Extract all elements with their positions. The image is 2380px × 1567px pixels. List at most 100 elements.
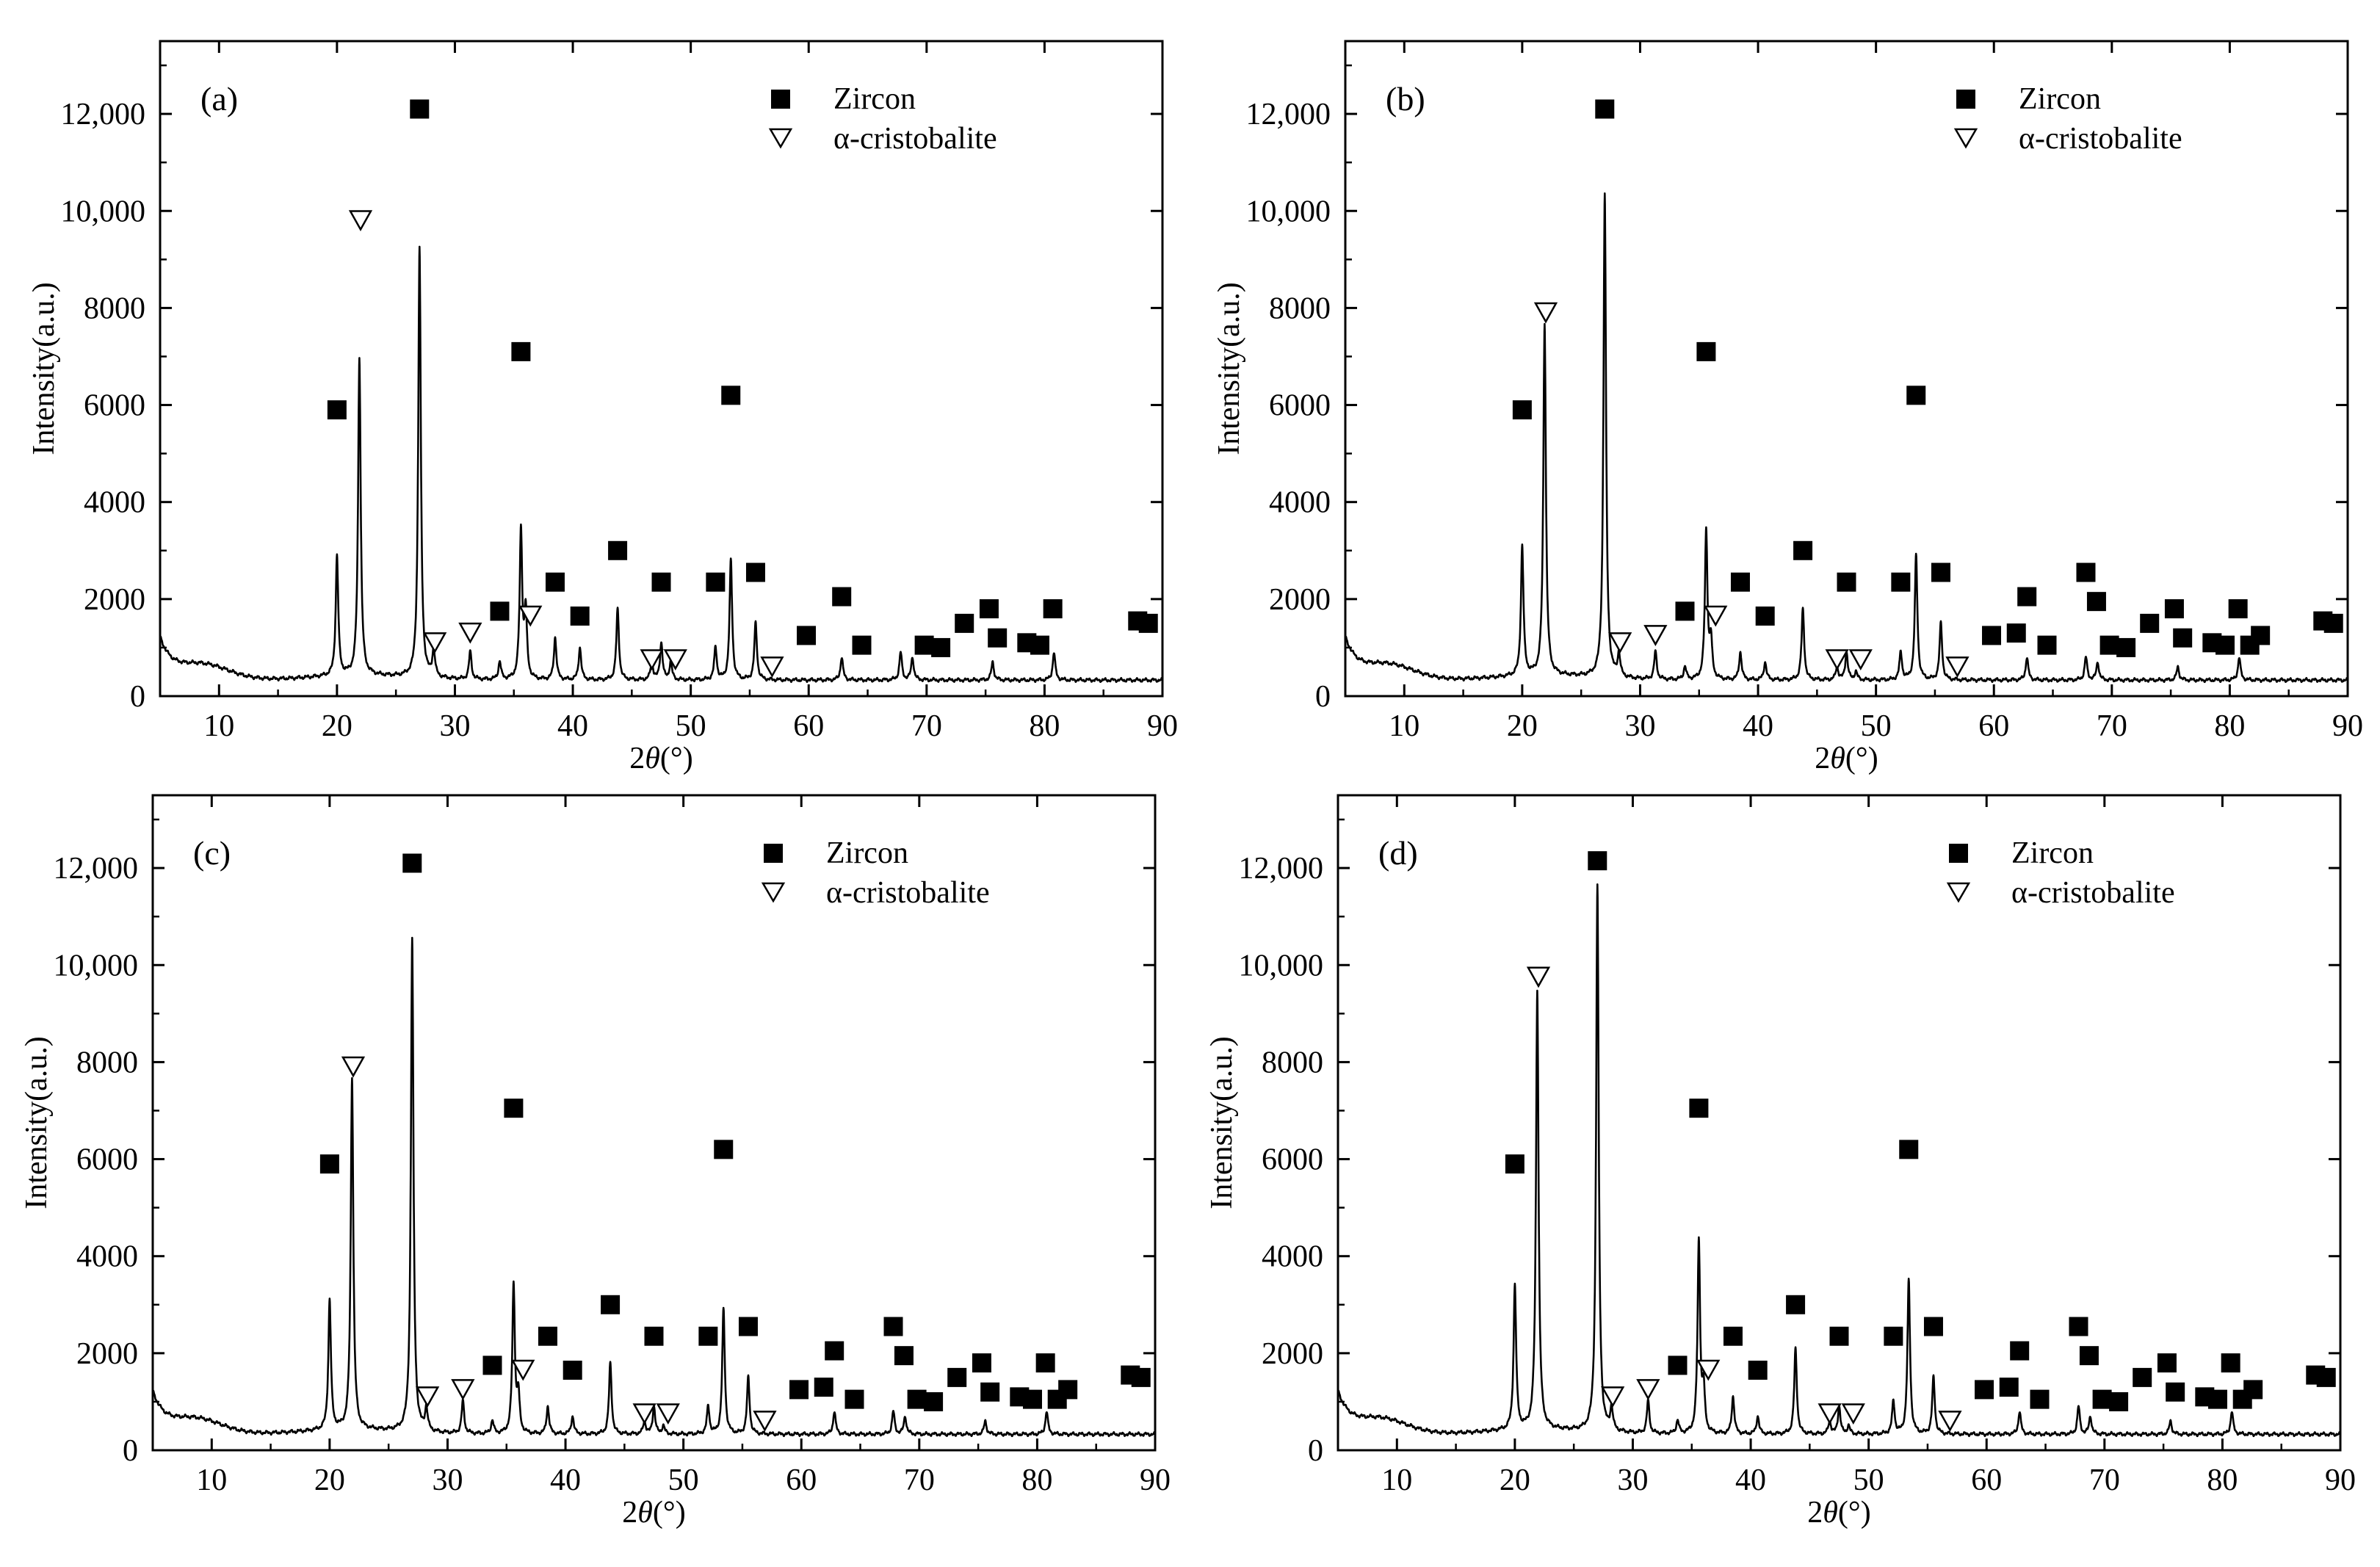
cristobalite-marker	[1938, 1411, 1962, 1432]
xrd-pattern-line	[152, 936, 1157, 1438]
x-axis-label-prefix: 2	[622, 1496, 637, 1530]
zircon-marker	[721, 386, 741, 405]
x-axis-label-theta: θ	[645, 742, 660, 775]
y-tick-label: 10,000	[61, 195, 146, 228]
y-tick-label: 4000	[76, 1240, 138, 1274]
zircon-marker	[1931, 562, 1950, 582]
x-tick-label: 90	[2332, 709, 2363, 743]
zircon-marker	[1999, 1378, 2019, 1397]
zircon-marker	[1975, 1380, 1994, 1400]
zircon-marker	[570, 606, 590, 626]
zircon-marker	[825, 1341, 844, 1361]
x-axis-label: 2θ(°)	[622, 1496, 685, 1530]
zircon-marker	[814, 1378, 833, 1397]
zircon-marker	[2164, 599, 2184, 619]
zircon-marker	[2207, 1389, 2227, 1409]
x-tick-label: 50	[668, 1463, 699, 1497]
y-tick-label: 4000	[1269, 486, 1331, 520]
zircon-marker	[706, 572, 726, 592]
cristobalite-marker	[640, 649, 664, 671]
cristobalite-marker	[451, 1379, 475, 1400]
x-tick-label: 30	[432, 1463, 463, 1497]
zircon-marker	[2173, 628, 2193, 648]
zircon-marker	[894, 1346, 914, 1366]
zircon-marker	[914, 635, 934, 655]
y-axis-label: Intensity(a.u.)	[20, 1036, 54, 1209]
xrd-panel: 10 20 30 40 50 60 70 80 90 0 2000 4000 6000 8000 10,00…	[1205, 794, 2356, 1530]
zircon-marker	[2010, 1341, 2030, 1361]
zircon-marker	[844, 1389, 864, 1409]
cristobalite-marker	[1945, 656, 1970, 678]
cristobalite-marker	[348, 210, 373, 232]
x-tick-label: 80	[1029, 709, 1060, 743]
zircon-marker	[1043, 599, 1063, 619]
zircon-marker	[924, 1392, 944, 1411]
zircon-marker	[504, 1099, 524, 1118]
plot-frame	[151, 794, 1157, 1452]
zircon-marker	[1668, 1356, 1688, 1375]
zircon-marker	[2030, 1389, 2050, 1409]
cristobalite-marker	[1704, 605, 1728, 627]
y-tick-label: 6000	[76, 1143, 138, 1177]
y-tick-label: 12,000	[1239, 852, 1324, 886]
zircon-marker	[545, 572, 565, 592]
zircon-marker	[2017, 587, 2037, 607]
legend-zircon-marker	[771, 90, 790, 109]
zircon-marker	[1891, 572, 1911, 592]
legend-zircon-label: Zircon	[2019, 82, 2101, 116]
zircon-marker	[955, 613, 974, 633]
x-tick-label: 20	[322, 709, 352, 743]
y-axis-label: Intensity(a.u.)	[1212, 282, 1246, 455]
x-axis-label-prefix: 2	[1807, 1496, 1823, 1530]
y-tick-label: 12,000	[61, 98, 146, 131]
zircon-marker	[1923, 1317, 1943, 1336]
x-tick-label: 70	[2097, 709, 2127, 743]
x-tick-label: 40	[550, 1463, 581, 1497]
x-tick-label: 30	[1624, 709, 1655, 743]
cristobalite-marker	[1825, 649, 1849, 671]
x-tick-label: 10	[1389, 709, 1419, 743]
x-tick-label: 30	[439, 709, 470, 743]
y-axis-label: Intensity(a.u.)	[27, 282, 61, 455]
x-axis-label-suffix: (°)	[660, 742, 693, 775]
x-tick-label: 50	[1853, 1463, 1884, 1497]
xrd-pattern-line	[159, 245, 1164, 684]
x-tick-label: 40	[557, 709, 588, 743]
x-tick-label: 10	[1381, 1463, 1412, 1497]
y-tick-label: 8000	[1262, 1046, 1323, 1079]
plot-frame	[159, 40, 1164, 698]
zircon-marker	[1138, 613, 1158, 633]
xrd-panel: 10 20 30 40 50 60 70 80 90 0 2000 4000 6000 8000 10,00…	[20, 794, 1171, 1530]
zircon-marker	[1058, 1380, 1078, 1400]
y-tick-label: 0	[130, 680, 145, 714]
zircon-marker	[482, 1356, 502, 1375]
cristobalite-marker	[663, 649, 687, 671]
x-tick-label: 60	[1971, 1463, 2002, 1497]
x-tick-label: 20	[314, 1463, 345, 1497]
zircon-marker	[1755, 606, 1775, 626]
zircon-marker	[852, 635, 872, 655]
legend-cristobalite-marker	[1946, 882, 1971, 903]
cristobalite-marker	[1696, 1359, 1721, 1381]
zircon-marker	[738, 1317, 758, 1336]
zircon-marker	[511, 341, 531, 361]
zircon-marker	[988, 628, 1008, 648]
zircon-marker	[2079, 1346, 2099, 1366]
zircon-marker	[2116, 637, 2136, 657]
y-tick-label: 0	[1315, 680, 1331, 714]
zircon-marker	[947, 1367, 967, 1387]
x-tick-label: 70	[911, 709, 942, 743]
x-tick-label: 40	[1735, 1463, 1766, 1497]
y-tick-label: 8000	[76, 1046, 138, 1079]
zircon-marker	[1748, 1360, 1768, 1380]
zircon-marker	[2166, 1382, 2185, 1402]
x-tick-label: 70	[904, 1463, 935, 1497]
xrd-pattern-line	[1345, 192, 2349, 684]
cristobalite-marker	[416, 1386, 440, 1408]
cristobalite-marker	[423, 632, 447, 654]
legend-zircon-marker	[1956, 90, 1975, 109]
zircon-marker	[1899, 1140, 1919, 1159]
x-tick-label: 80	[2214, 709, 2245, 743]
x-tick-label: 40	[1743, 709, 1773, 743]
cristobalite-marker	[753, 1411, 777, 1432]
